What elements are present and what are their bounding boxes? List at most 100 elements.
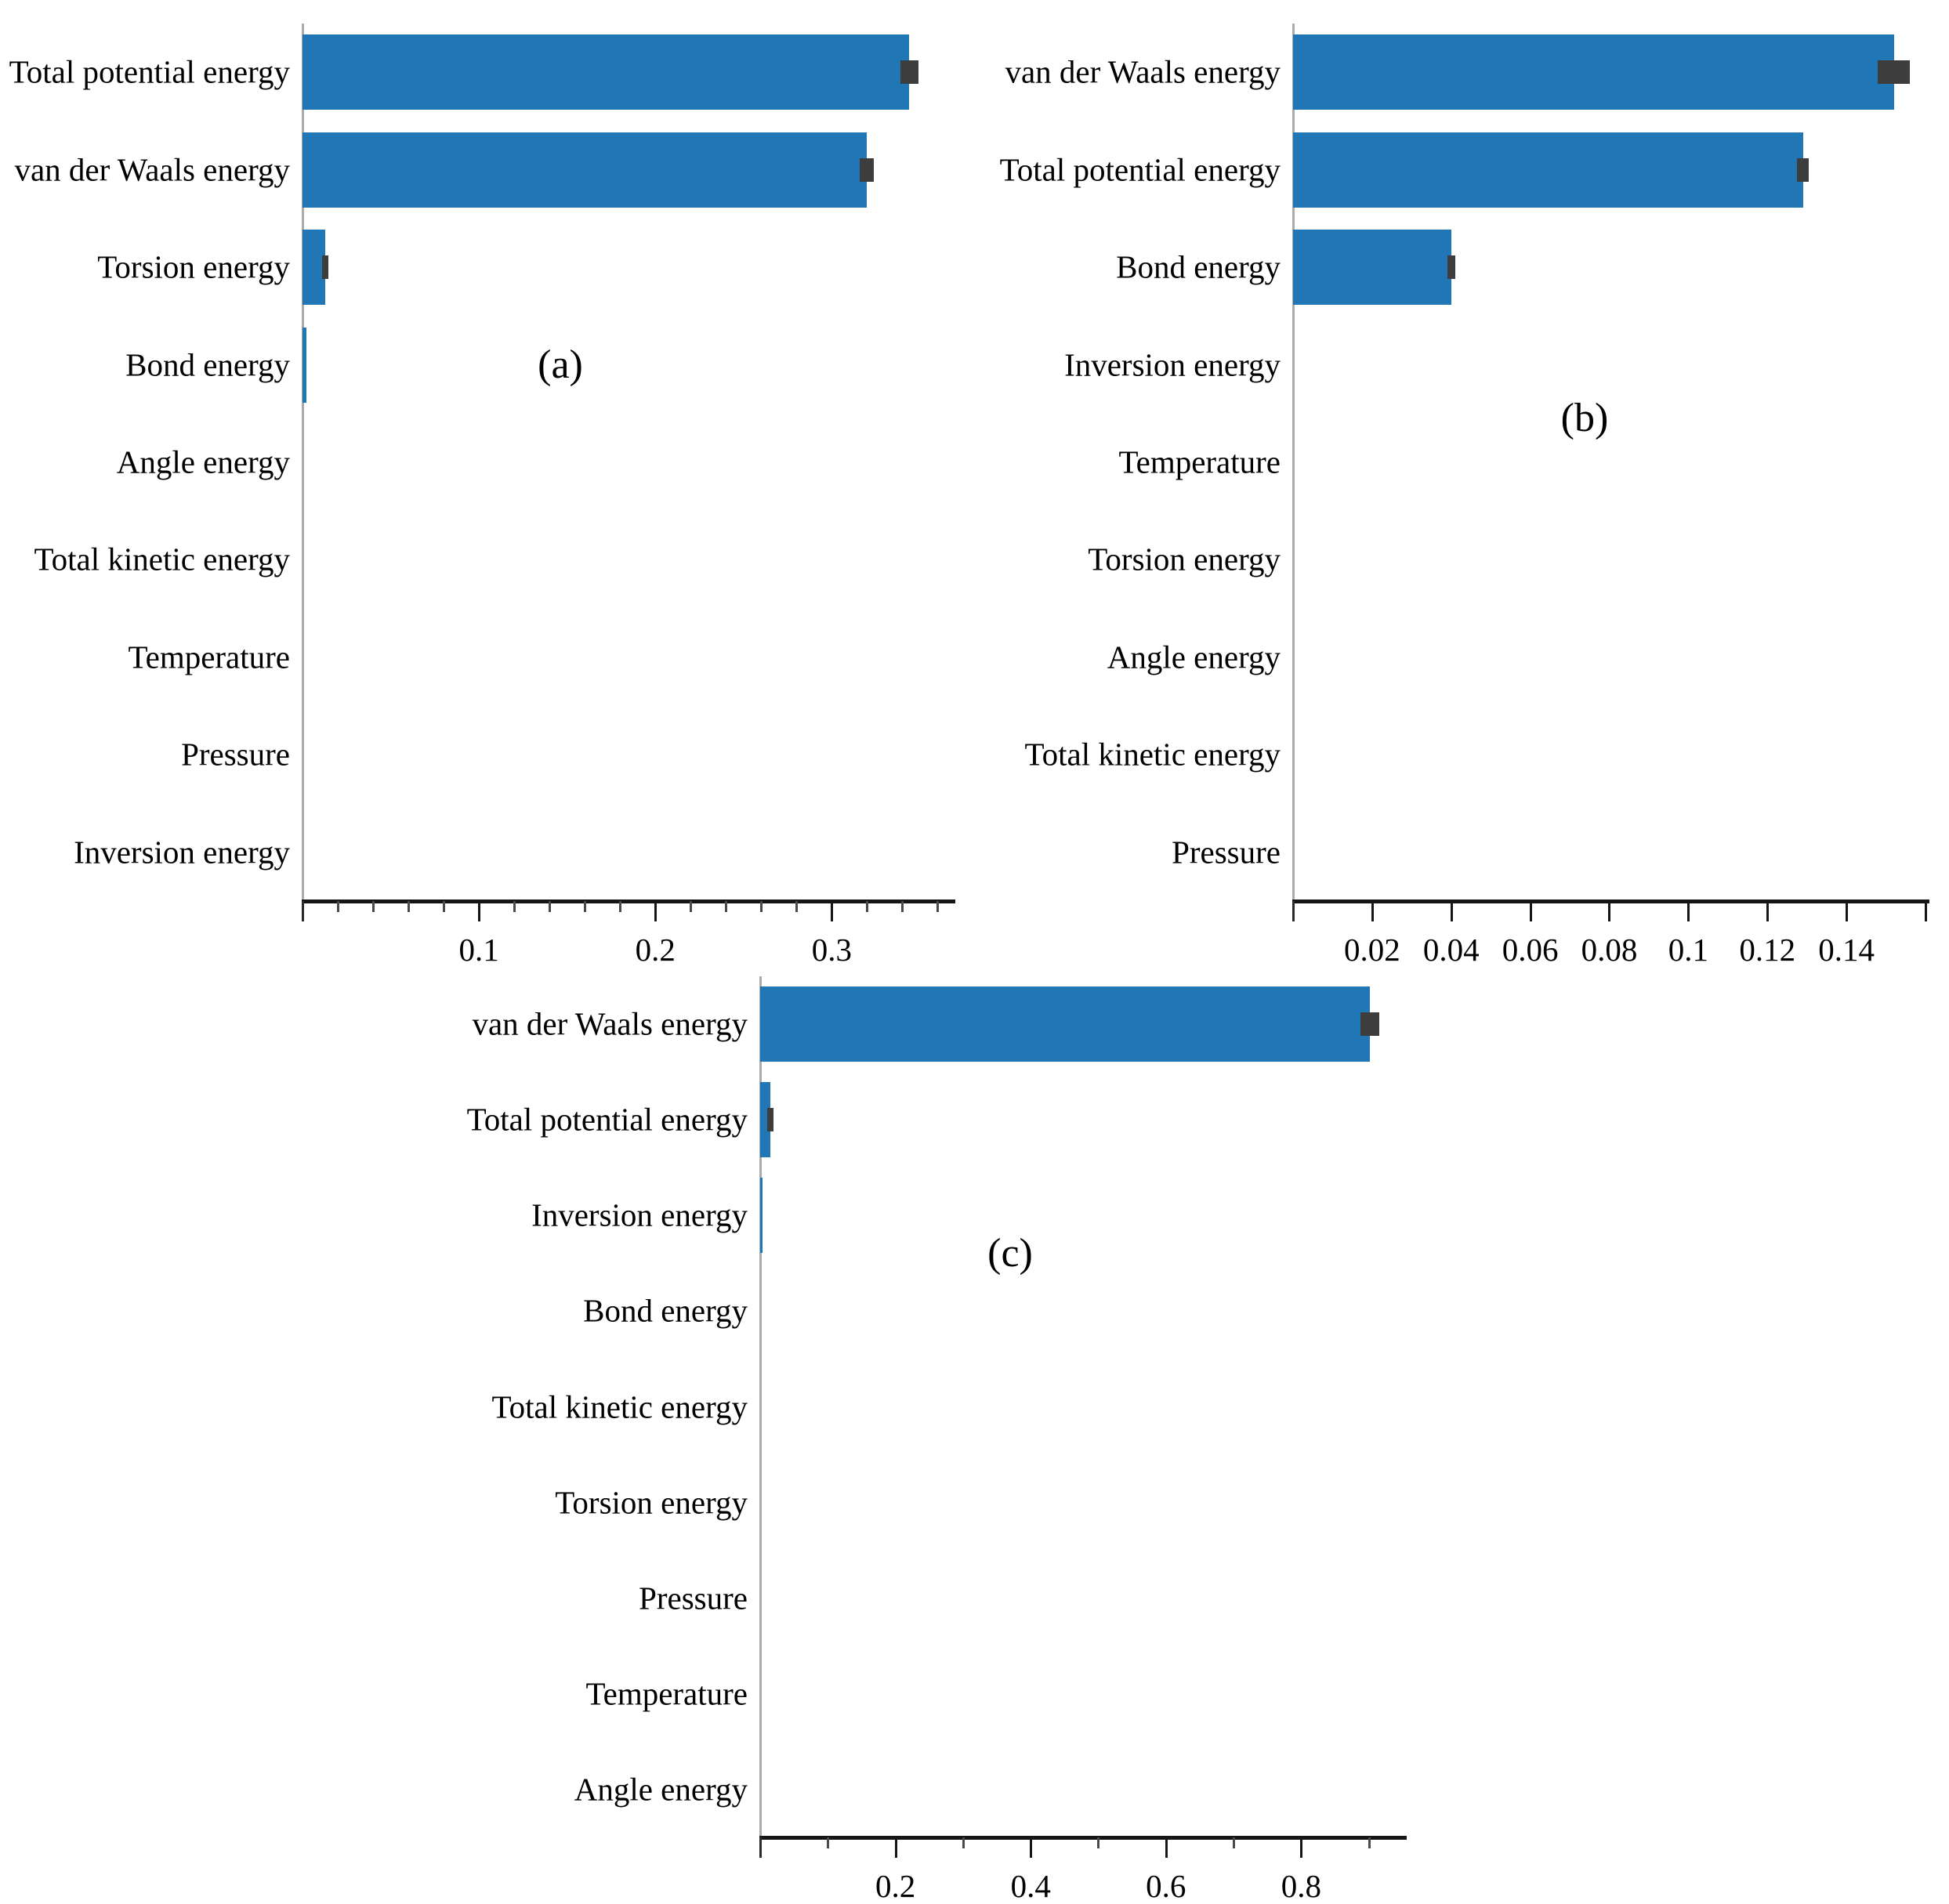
x-tick (584, 901, 587, 912)
x-tick (443, 901, 446, 912)
panel-label-c: (c) (987, 1231, 1033, 1276)
x-tick-label: 0.1 (458, 932, 499, 968)
x-tick (936, 901, 940, 912)
x-tick (1233, 1837, 1236, 1848)
error-bar (1447, 255, 1455, 280)
x-tick-label: 0.2 (635, 932, 676, 968)
y-axis-spine (759, 976, 762, 1837)
category-label: Pressure (181, 736, 290, 773)
x-tick (337, 901, 340, 912)
x-tick (1165, 1837, 1168, 1858)
error-bar (766, 1108, 773, 1132)
category-label: Temperature (1118, 443, 1281, 480)
x-tick (760, 901, 763, 912)
x-tick (1450, 901, 1453, 921)
x-tick (372, 901, 375, 912)
category-label: Angle energy (1107, 639, 1281, 675)
x-tick (725, 901, 728, 912)
bar-b-2 (1293, 230, 1451, 306)
x-tick-label: 0.12 (1739, 932, 1796, 968)
category-label: Temperature (128, 639, 290, 675)
category-label: van der Waals energy (1005, 53, 1281, 90)
x-axis-origin-tick (1292, 901, 1295, 921)
x-tick (1687, 901, 1690, 921)
x-tick-label: 0.8 (1281, 1868, 1321, 1904)
error-bar (1360, 1012, 1380, 1037)
bar-a-1 (302, 132, 868, 208)
bar-a-0 (302, 34, 910, 110)
x-tick (549, 901, 552, 912)
x-axis-line (302, 900, 955, 903)
category-label: Total kinetic energy (34, 541, 290, 577)
category-label: Angle energy (574, 1771, 748, 1808)
error-bar (860, 157, 875, 182)
x-tick (478, 901, 481, 921)
x-tick (1097, 1837, 1100, 1848)
x-tick (894, 1837, 897, 1858)
x-tick-label: 0.14 (1818, 932, 1875, 968)
category-label: Inversion energy (74, 834, 290, 871)
x-tick (1371, 901, 1374, 921)
bar-b-1 (1293, 132, 1803, 208)
category-label: Total kinetic energy (1024, 736, 1281, 773)
x-tick (962, 1837, 965, 1848)
panel-label-b: (b) (1560, 396, 1609, 440)
category-label: van der Waals energy (14, 151, 290, 188)
x-tick-label: 0.3 (811, 932, 853, 968)
bar-a-3 (302, 327, 306, 403)
category-label: Inversion energy (1064, 346, 1281, 383)
category-label: Total potential energy (466, 1101, 748, 1138)
x-tick (619, 901, 622, 912)
category-label: Temperature (585, 1675, 748, 1712)
x-axis-line (759, 1836, 1407, 1840)
x-tick (1924, 901, 1927, 921)
x-tick-label: 0.02 (1343, 932, 1400, 968)
x-axis-origin-tick (759, 1837, 762, 1858)
x-tick (1030, 1837, 1033, 1858)
x-tick-label: 0.4 (1010, 1868, 1051, 1904)
bar-c-0 (760, 986, 1371, 1062)
error-bar (1797, 157, 1810, 182)
x-axis-origin-tick (302, 901, 304, 921)
x-tick (827, 1837, 830, 1848)
category-label: Torsion energy (555, 1484, 748, 1521)
x-tick-label: 0.1 (1668, 932, 1708, 968)
x-tick-label: 0.06 (1502, 932, 1559, 968)
category-label: van der Waals energy (472, 1005, 748, 1042)
x-tick (408, 901, 411, 912)
bar-b-0 (1293, 34, 1894, 110)
error-bar (1878, 60, 1910, 85)
x-tick (1766, 901, 1770, 921)
x-axis-line (1292, 900, 1929, 903)
x-tick-label: 0.2 (875, 1868, 916, 1904)
x-tick (1368, 1837, 1371, 1848)
bar-c-2 (760, 1178, 763, 1254)
x-tick-label: 0.6 (1146, 1868, 1186, 1904)
error-bar (322, 255, 329, 280)
x-tick (1608, 901, 1611, 921)
category-label: Inversion energy (531, 1196, 748, 1233)
category-label: Angle energy (116, 443, 290, 480)
category-label: Pressure (1172, 834, 1281, 871)
panel-label-a: (a) (538, 342, 583, 387)
error-bar (900, 60, 918, 85)
bar-a-2 (302, 230, 326, 306)
y-axis-spine (302, 24, 304, 901)
category-label: Bond energy (125, 346, 290, 383)
x-tick (831, 901, 834, 921)
category-label: Total potential energy (999, 151, 1281, 188)
x-tick (866, 901, 869, 912)
category-label: Torsion energy (1088, 541, 1281, 577)
bar-c-1 (760, 1082, 770, 1158)
x-tick-label: 0.08 (1581, 932, 1638, 968)
x-tick (1846, 901, 1849, 921)
x-tick (690, 901, 693, 912)
x-tick (513, 901, 516, 912)
category-label: Torsion energy (97, 248, 290, 285)
category-label: Total kinetic energy (491, 1388, 748, 1424)
x-tick (1529, 901, 1532, 921)
